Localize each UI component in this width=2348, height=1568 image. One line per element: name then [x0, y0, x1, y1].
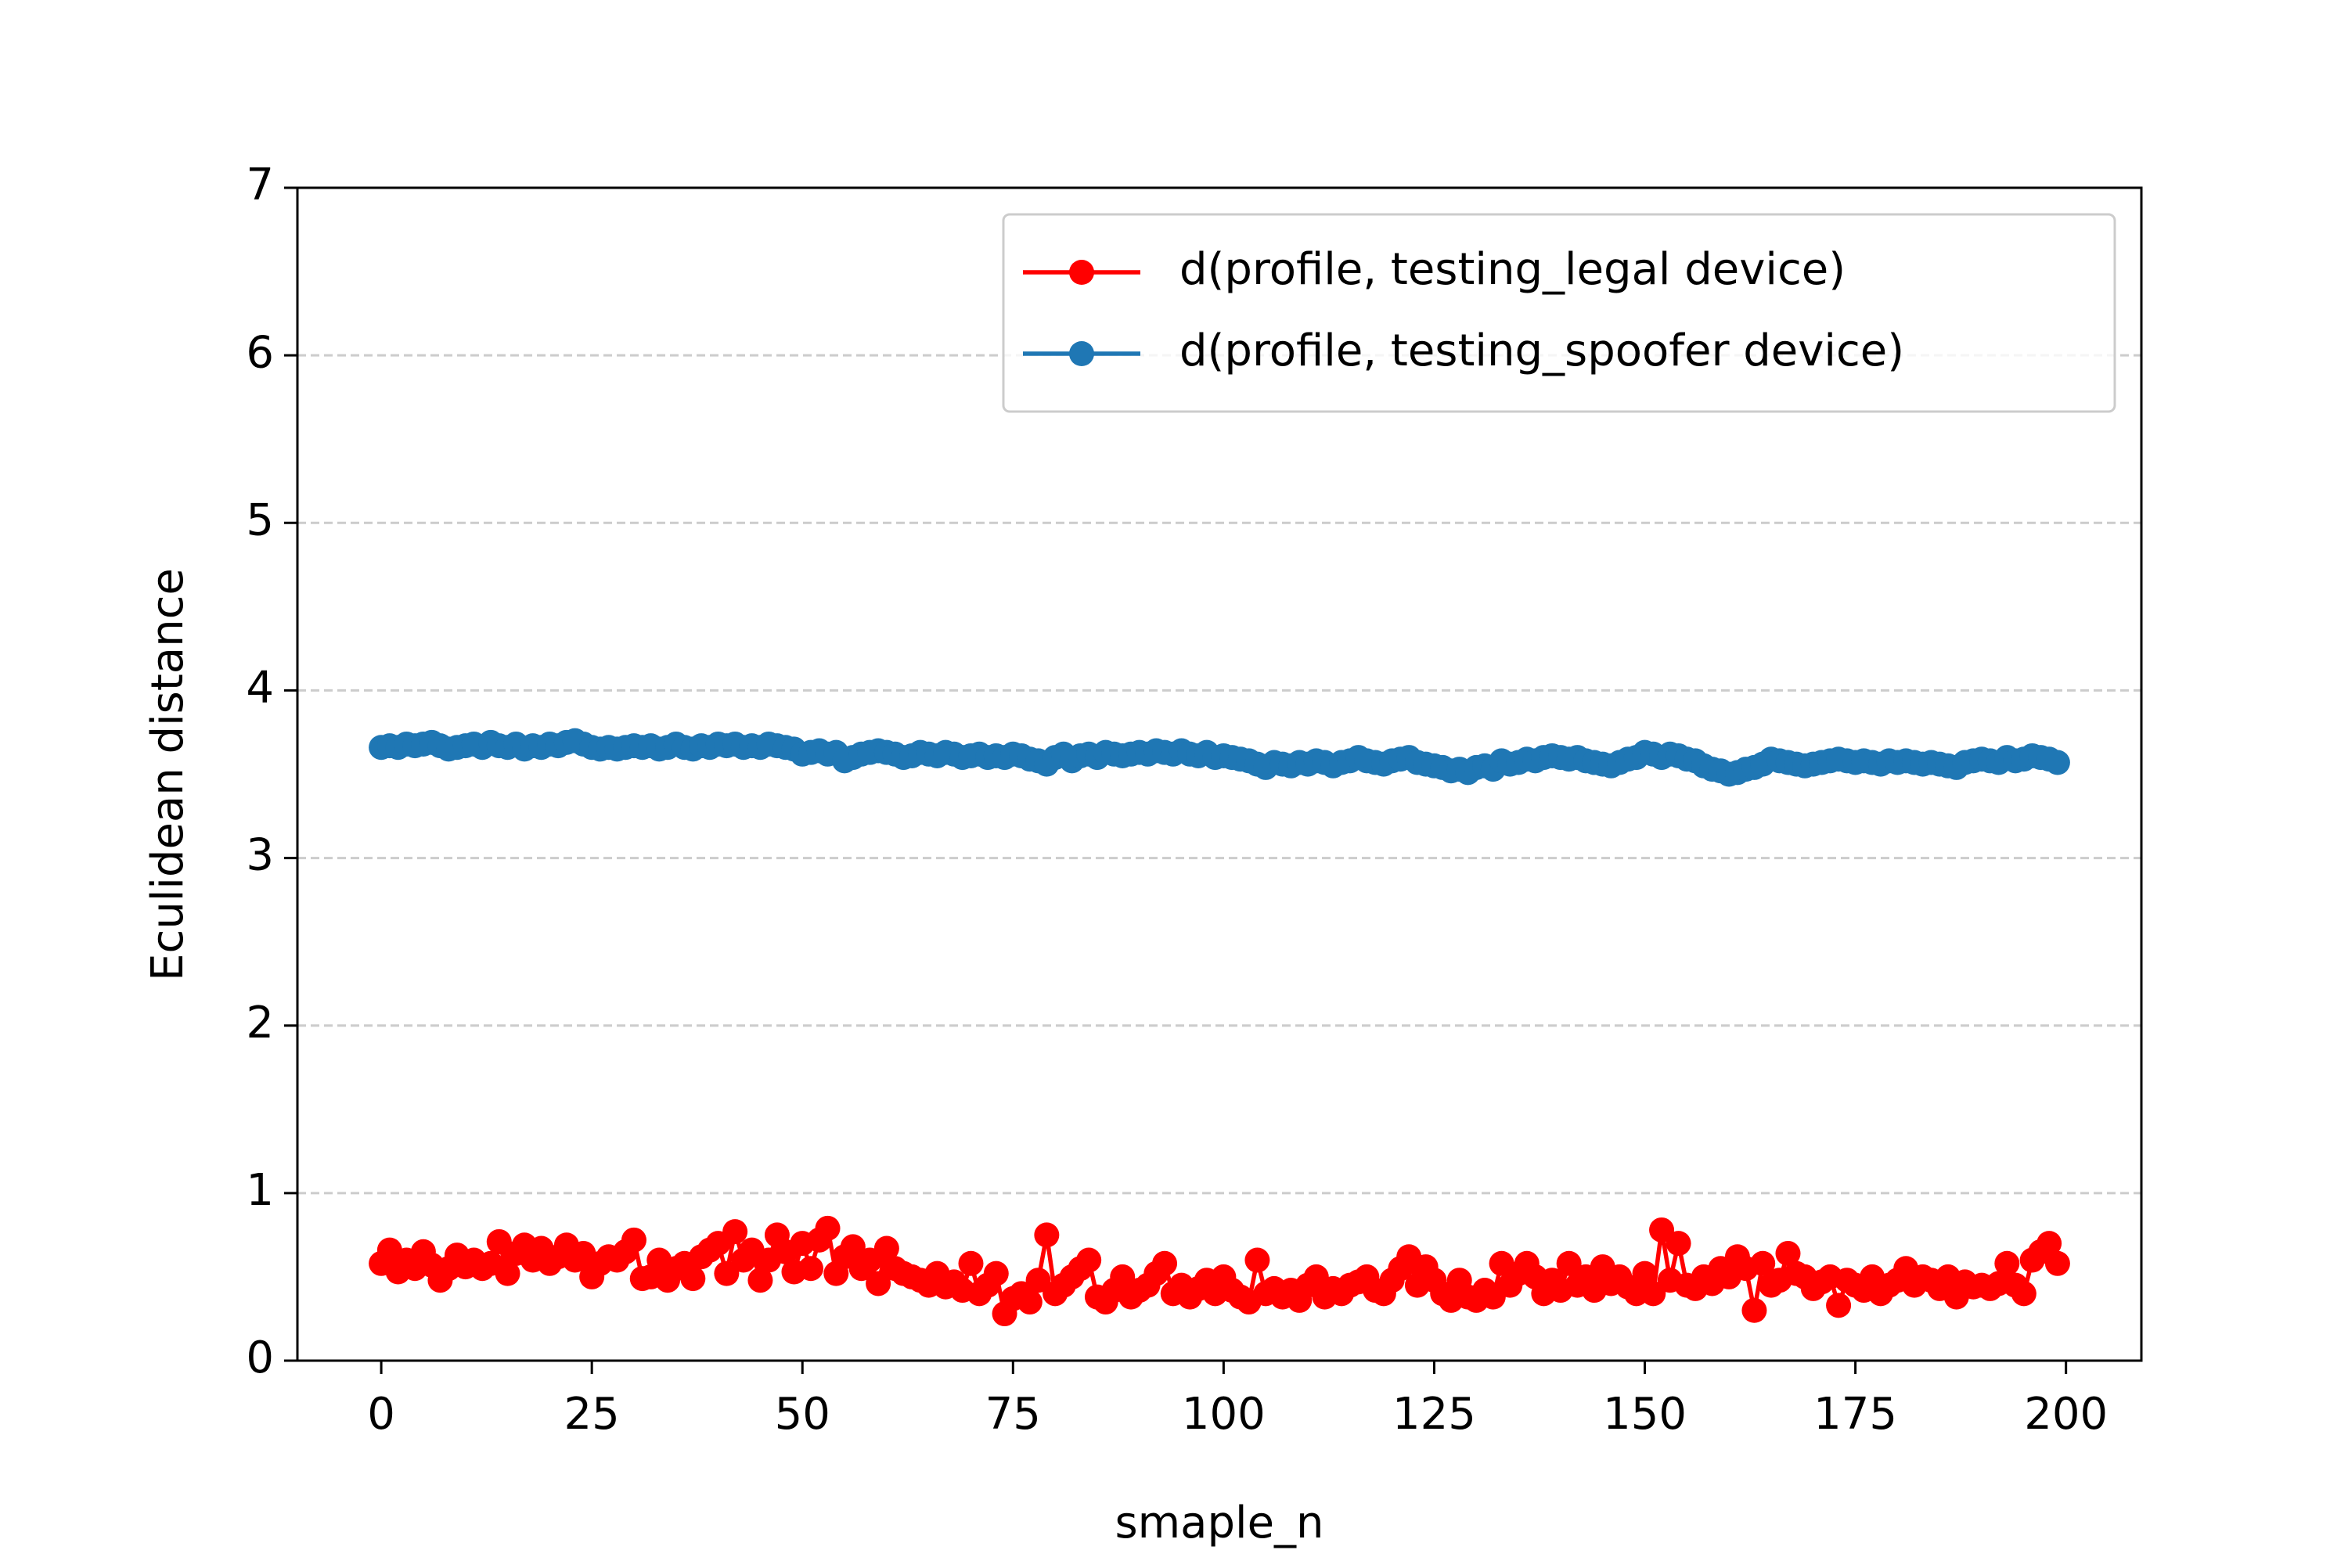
data-point: [714, 1261, 740, 1286]
data-point: [840, 1234, 866, 1260]
legend-marker: [1069, 341, 1094, 366]
data-point: [680, 1266, 706, 1292]
data-point: [2011, 1281, 2036, 1307]
x-tick-label: 50: [775, 1389, 830, 1440]
data-point: [621, 1227, 646, 1253]
data-point: [873, 1235, 899, 1261]
data-point: [1244, 1247, 1270, 1273]
legend-label: d(profile, testing_spoofer device): [1179, 325, 1904, 376]
y-tick-label: 6: [246, 327, 274, 378]
x-tick-label: 0: [367, 1389, 395, 1440]
data-point: [1017, 1289, 1043, 1315]
y-tick-label: 4: [246, 663, 274, 714]
data-point: [1152, 1250, 1178, 1276]
x-axis-label: smaple_n: [1115, 1498, 1323, 1548]
legend-marker: [1069, 260, 1094, 285]
data-point: [1826, 1293, 1852, 1318]
x-tick-label: 200: [2024, 1389, 2108, 1440]
data-point: [1110, 1264, 1136, 1289]
data-point: [722, 1219, 748, 1245]
x-tick-label: 175: [1813, 1389, 1897, 1440]
x-tick-label: 100: [1182, 1389, 1266, 1440]
y-tick-label: 2: [246, 998, 274, 1048]
x-tick-label: 150: [1603, 1389, 1687, 1440]
x-tick-label: 75: [985, 1389, 1041, 1440]
data-point: [1741, 1297, 1767, 1323]
data-point: [798, 1256, 823, 1282]
data-point: [1649, 1217, 1675, 1243]
data-point: [1632, 1261, 1658, 1286]
data-point: [815, 1215, 841, 1241]
legend: d(profile, testing_legal device) d(profil…: [1002, 213, 2116, 413]
y-axis-label: Eculidean distance: [142, 568, 193, 981]
data-point: [1994, 1250, 2020, 1276]
data-point: [747, 1268, 773, 1293]
data-point: [1775, 1240, 1801, 1266]
data-point: [866, 1271, 891, 1296]
data-point: [1666, 1231, 1691, 1257]
x-tick-label: 25: [564, 1389, 620, 1440]
data-point: [1076, 1247, 1102, 1273]
data-point: [2044, 750, 2070, 775]
y-tick-label: 3: [246, 830, 274, 881]
data-point: [495, 1261, 520, 1286]
legend-box: [1002, 213, 2116, 413]
data-point: [1640, 1281, 1666, 1307]
data-point: [958, 1250, 984, 1276]
data-point: [1556, 1250, 1582, 1276]
y-tick-label: 7: [246, 160, 274, 210]
axes-frame: [296, 186, 2143, 1362]
data-point: [1034, 1222, 1060, 1248]
plot-area: 0 1 2 3 4 5 6 7 0 25 50 75 100 125 150 175 200 d(profile,…: [246, 160, 2143, 1440]
y-tick-label: 1: [246, 1165, 274, 1216]
data-point: [2044, 1250, 2070, 1276]
legend-label: d(profile, testing_legal device): [1179, 244, 1846, 295]
y-tick-label: 5: [246, 494, 274, 545]
data-point: [983, 1261, 1009, 1286]
data-point: [2036, 1231, 2062, 1257]
y-tick-label: 0: [246, 1332, 274, 1383]
x-tick-label: 125: [1392, 1389, 1476, 1440]
data-point: [1750, 1250, 1776, 1276]
data-point: [1025, 1268, 1051, 1293]
